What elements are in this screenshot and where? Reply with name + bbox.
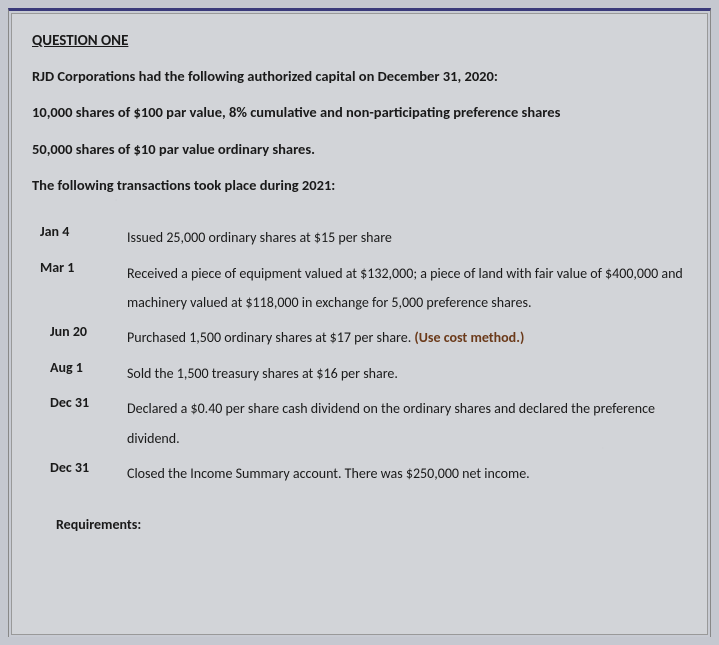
transaction-desc: Declared a $0.40 per share cash dividend… [127,394,687,453]
transaction-date: Dec 31 [32,394,127,453]
intro-line-4: The following transactions took place du… [32,175,687,195]
outer-frame: QUESTION ONE RJD Corporations had the fo… [8,8,711,637]
transaction-row: Jan 4 Issued 25,000 ordinary shares at $… [32,223,687,252]
transaction-desc: Received a piece of equipment valued at … [127,259,687,318]
intro-line-2: 10,000 shares of $100 par value, 8% cumu… [32,102,687,122]
transaction-date: Jun 20 [32,323,127,352]
transaction-date: Dec 31 [32,459,127,488]
transaction-date: Jan 4 [32,223,127,252]
transaction-date: Mar 1 [32,259,127,318]
transaction-row: Aug 1 Sold the 1,500 treasury shares at … [32,359,687,388]
transaction-desc: Closed the Income Summary account. There… [127,459,687,488]
intro-line-1: RJD Corporations had the following autho… [32,66,687,86]
transaction-desc-bold: (Use cost method.) [414,329,524,346]
intro-line-3: 50,000 shares of $10 par value ordinary … [32,139,687,159]
transaction-desc: Purchased 1,500 ordinary shares at $17 p… [127,323,687,352]
transaction-desc: Sold the 1,500 treasury shares at $16 pe… [127,359,687,388]
transactions-list: Jan 4 Issued 25,000 ordinary shares at $… [32,223,687,488]
document-page: QUESTION ONE RJD Corporations had the fo… [11,13,708,635]
transaction-row: Dec 31 Declared a $0.40 per share cash d… [32,394,687,453]
question-heading: QUESTION ONE [32,32,687,50]
requirements-label: Requirements: [32,516,687,533]
transaction-desc: Issued 25,000 ordinary shares at $15 per… [127,223,687,252]
transaction-row: Dec 31 Closed the Income Summary account… [32,459,687,488]
transaction-row: Mar 1 Received a piece of equipment valu… [32,259,687,318]
transaction-desc-plain: Purchased 1,500 ordinary shares at $17 p… [127,329,414,346]
transaction-row: Jun 20 Purchased 1,500 ordinary shares a… [32,323,687,352]
transaction-date: Aug 1 [32,359,127,388]
